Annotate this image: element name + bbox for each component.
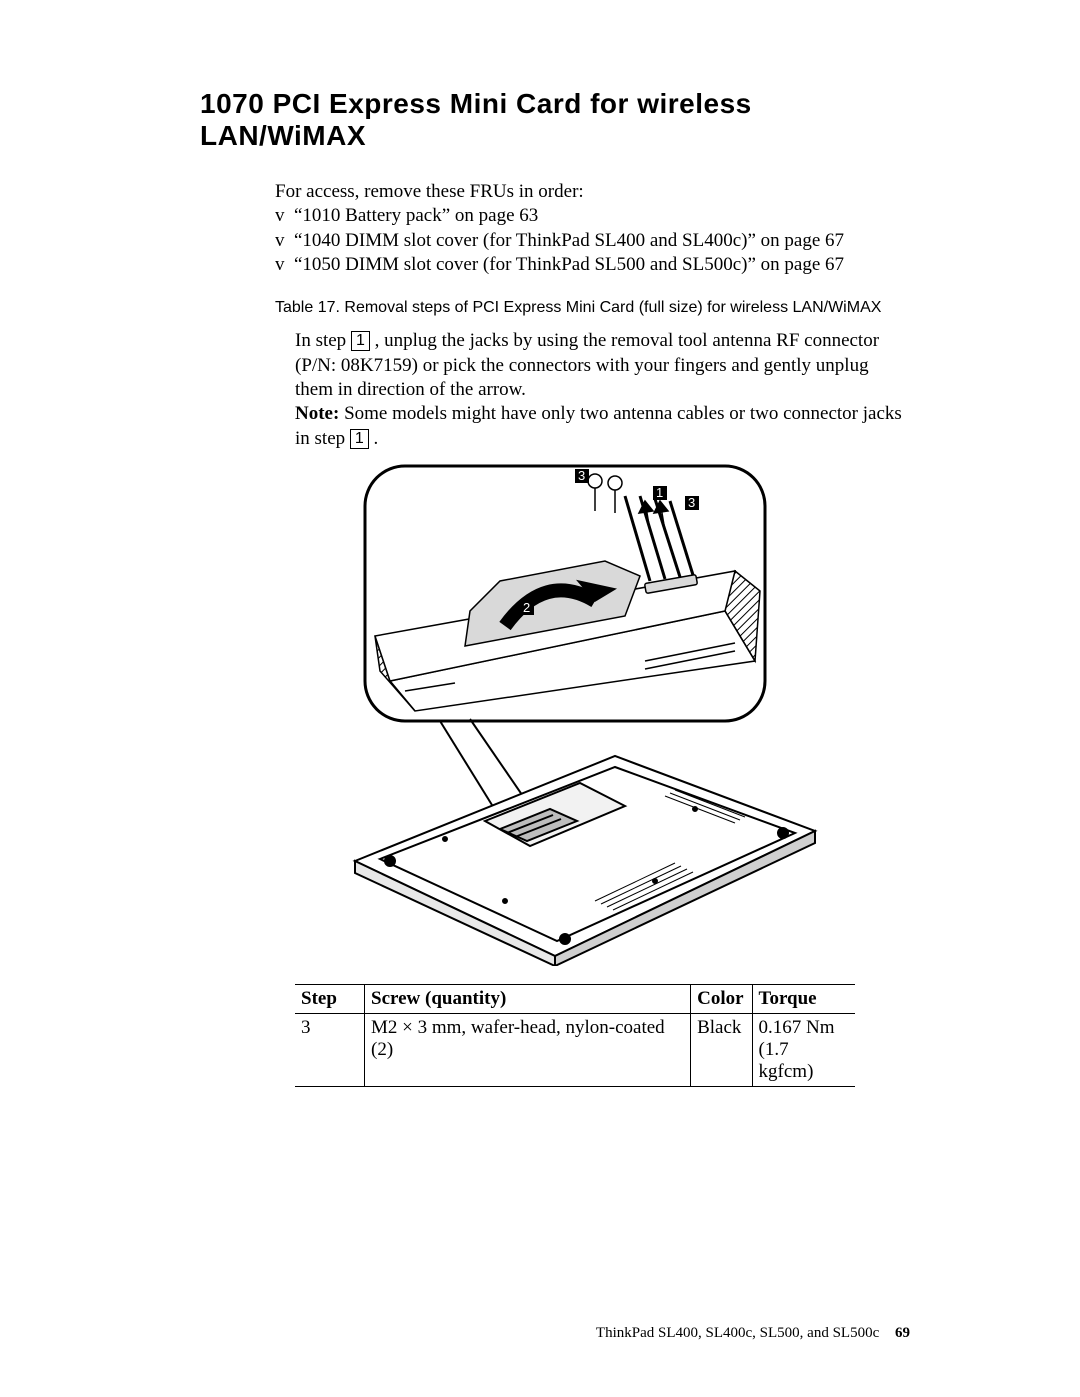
note-label: Note: xyxy=(295,403,339,424)
removal-diagram: 3 1 3 2 xyxy=(295,461,840,966)
cell-screw: M2 × 3 mm, wafer-head, nylon-coated (2) xyxy=(365,1013,691,1086)
footer-text: ThinkPad SL400, SL400c, SL500, and SL500… xyxy=(596,1325,879,1341)
step-instructions: In step 1 , unplug the jacks by using th… xyxy=(295,329,910,451)
svg-text:3: 3 xyxy=(578,468,585,483)
page-number: 69 xyxy=(895,1325,910,1341)
col-torque: Torque xyxy=(752,984,855,1013)
page-footer: ThinkPad SL400, SL400c, SL500, and SL500… xyxy=(596,1325,910,1342)
cell-step: 3 xyxy=(295,1013,365,1086)
svg-text:1: 1 xyxy=(656,485,663,500)
svg-text:2: 2 xyxy=(523,600,530,615)
step-text: , unplug the jacks by using the removal … xyxy=(295,330,879,400)
col-screw: Screw (quantity) xyxy=(365,984,691,1013)
step-ref-icon: 1 xyxy=(351,331,370,351)
note-text: Some models might have only two antenna … xyxy=(295,403,902,448)
col-step: Step xyxy=(295,984,365,1013)
table-caption: Table 17. Removal steps of PCI Express M… xyxy=(275,299,920,317)
fru-item: “1010 Battery pack” on page 63 xyxy=(275,204,920,228)
fru-list: “1010 Battery pack” on page 63 “1040 DIM… xyxy=(275,204,920,277)
step-text: In step xyxy=(295,330,351,351)
svg-text:3: 3 xyxy=(688,495,695,510)
table-row: 3 M2 × 3 mm, wafer-head, nylon-coated (2… xyxy=(295,1013,855,1086)
section-heading: 1070 PCI Express Mini Card for wireless … xyxy=(200,88,920,152)
col-color: Color xyxy=(691,984,752,1013)
fru-item: “1040 DIMM slot cover (for ThinkPad SL40… xyxy=(275,229,920,253)
intro-lead: For access, remove these FRUs in order: xyxy=(275,180,920,204)
note-text: . xyxy=(369,428,379,449)
fru-item: “1050 DIMM slot cover (for ThinkPad SL50… xyxy=(275,253,920,277)
screw-table: Step Screw (quantity) Color Torque 3 M2 … xyxy=(295,984,855,1087)
cell-torque: 0.167 Nm (1.7 kgfcm) xyxy=(752,1013,855,1086)
step-ref-icon: 1 xyxy=(350,429,369,449)
cell-color: Black xyxy=(691,1013,752,1086)
